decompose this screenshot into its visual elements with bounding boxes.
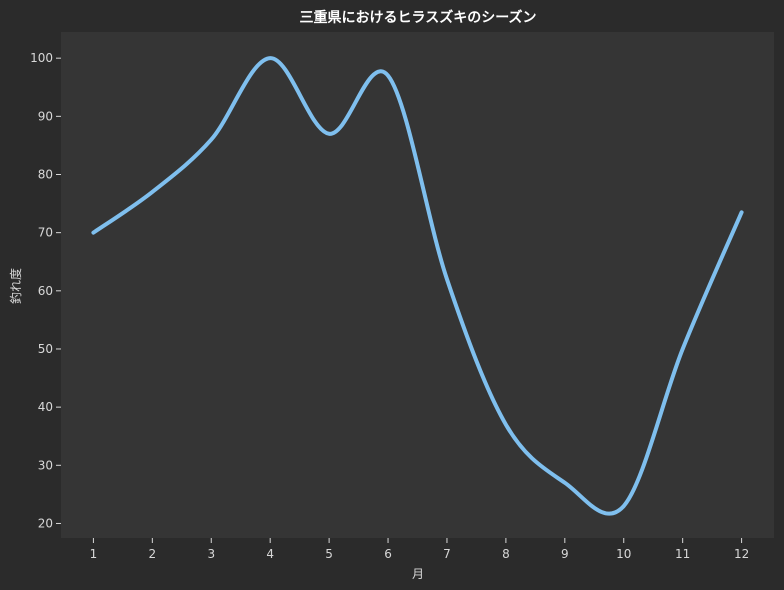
y-tick-label: 100 bbox=[30, 51, 53, 65]
x-tick-label: 3 bbox=[207, 547, 215, 561]
x-tick-label: 6 bbox=[384, 547, 392, 561]
y-tick-label: 60 bbox=[38, 284, 53, 298]
x-tick-label: 4 bbox=[266, 547, 274, 561]
y-tick-label: 90 bbox=[38, 109, 53, 123]
x-tick-label: 7 bbox=[443, 547, 451, 561]
x-tick-label: 12 bbox=[734, 547, 749, 561]
x-tick-label: 2 bbox=[149, 547, 157, 561]
x-tick-label: 9 bbox=[561, 547, 569, 561]
y-tick-label: 70 bbox=[38, 226, 53, 240]
x-tick-label: 11 bbox=[675, 547, 690, 561]
x-tick-label: 8 bbox=[502, 547, 510, 561]
x-tick-label: 10 bbox=[616, 547, 631, 561]
plot-area bbox=[61, 32, 774, 538]
series-line bbox=[91, 56, 744, 516]
y-axis: 20 30 40 50 60 70 80 90 100 bbox=[30, 51, 61, 530]
x-axis: 1 2 3 4 5 6 7 8 9 10 11 12 bbox=[90, 538, 749, 561]
y-tick-label: 20 bbox=[38, 516, 53, 530]
y-tick-label: 80 bbox=[38, 167, 53, 181]
x-tick-label: 5 bbox=[325, 547, 333, 561]
y-tick-label: 30 bbox=[38, 458, 53, 472]
y-tick-label: 40 bbox=[38, 400, 53, 414]
y-tick-label: 50 bbox=[38, 342, 53, 356]
x-tick-label: 1 bbox=[90, 547, 98, 561]
y-axis-label: 釣れ度 bbox=[8, 268, 23, 304]
x-axis-label: 月 bbox=[412, 567, 424, 581]
chart-title: 三重県におけるヒラスズキのシーズン bbox=[299, 9, 536, 26]
